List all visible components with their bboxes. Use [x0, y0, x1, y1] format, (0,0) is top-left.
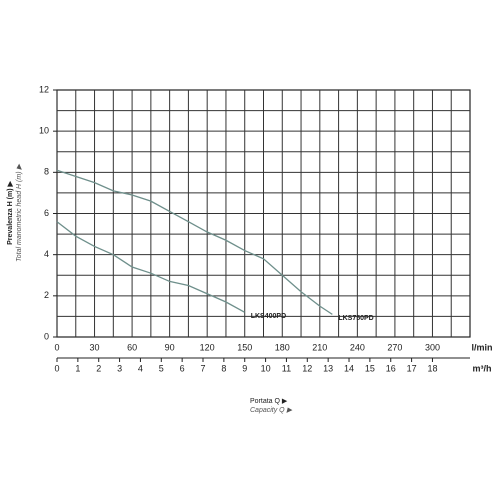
y-tick-label: 6	[44, 208, 49, 218]
x2-tick-label: 12	[302, 363, 312, 373]
x2-tick-label: 8	[221, 363, 226, 373]
x2-tick-label: 3	[117, 363, 122, 373]
x2-tick-label: 1	[75, 363, 80, 373]
x2-unit: m³/h	[473, 363, 492, 373]
x-tick-label: 90	[165, 342, 175, 352]
y-tick-label: 2	[44, 290, 49, 300]
y-tick-label: 10	[39, 126, 49, 136]
curve-label: LKS400PD	[251, 313, 286, 320]
y-tick-label: 12	[39, 84, 49, 94]
y-tick-label: 8	[44, 167, 49, 177]
x2-tick-label: 7	[201, 363, 206, 373]
x2-tick-label: 4	[138, 363, 143, 373]
x-tick-label: 120	[200, 342, 215, 352]
x2-tick-label: 2	[96, 363, 101, 373]
x2-tick-label: 15	[365, 363, 375, 373]
x-tick-label: 60	[127, 342, 137, 352]
x2-tick-label: 16	[386, 363, 396, 373]
x-tick-label: 30	[90, 342, 100, 352]
x-tick-label: 210	[312, 342, 327, 352]
x2-tick-label: 17	[407, 363, 417, 373]
x-tick-label: 0	[54, 342, 59, 352]
y-axis-label: Prevalenza H (m) ▶	[7, 181, 14, 245]
y-axis-label-alt: Total manometric head H (m) ▶	[16, 164, 23, 262]
x2-tick-label: 14	[344, 363, 354, 373]
curve	[56, 221, 246, 313]
x-unit: l/min	[471, 342, 492, 352]
x2-tick-label: 18	[427, 363, 437, 373]
x-tick-label: 300	[425, 342, 440, 352]
x2-tick-label: 13	[323, 363, 333, 373]
curve-label: LKS750PD	[338, 315, 373, 322]
x2-tick-label: 11	[282, 363, 291, 373]
curve	[56, 169, 333, 315]
grid	[56, 89, 471, 338]
x2-tick-label: 6	[180, 363, 185, 373]
x2-tick-label: 5	[159, 363, 164, 373]
x2-tick-label: 10	[261, 363, 271, 373]
x-tick-label: 150	[237, 342, 252, 352]
x2-tick-label: 0	[54, 363, 59, 373]
x-axis-label-alt: Capacity Q ▶	[250, 407, 293, 414]
x-tick-label: 180	[275, 342, 290, 352]
x-tick-label: 270	[387, 342, 402, 352]
y-tick-label: 4	[44, 249, 49, 259]
y-tick-label: 0	[44, 331, 49, 341]
x2-tick-label: 9	[242, 363, 247, 373]
x-axis-label: Portata Q ▶	[250, 398, 288, 405]
x-tick-label: 240	[350, 342, 365, 352]
